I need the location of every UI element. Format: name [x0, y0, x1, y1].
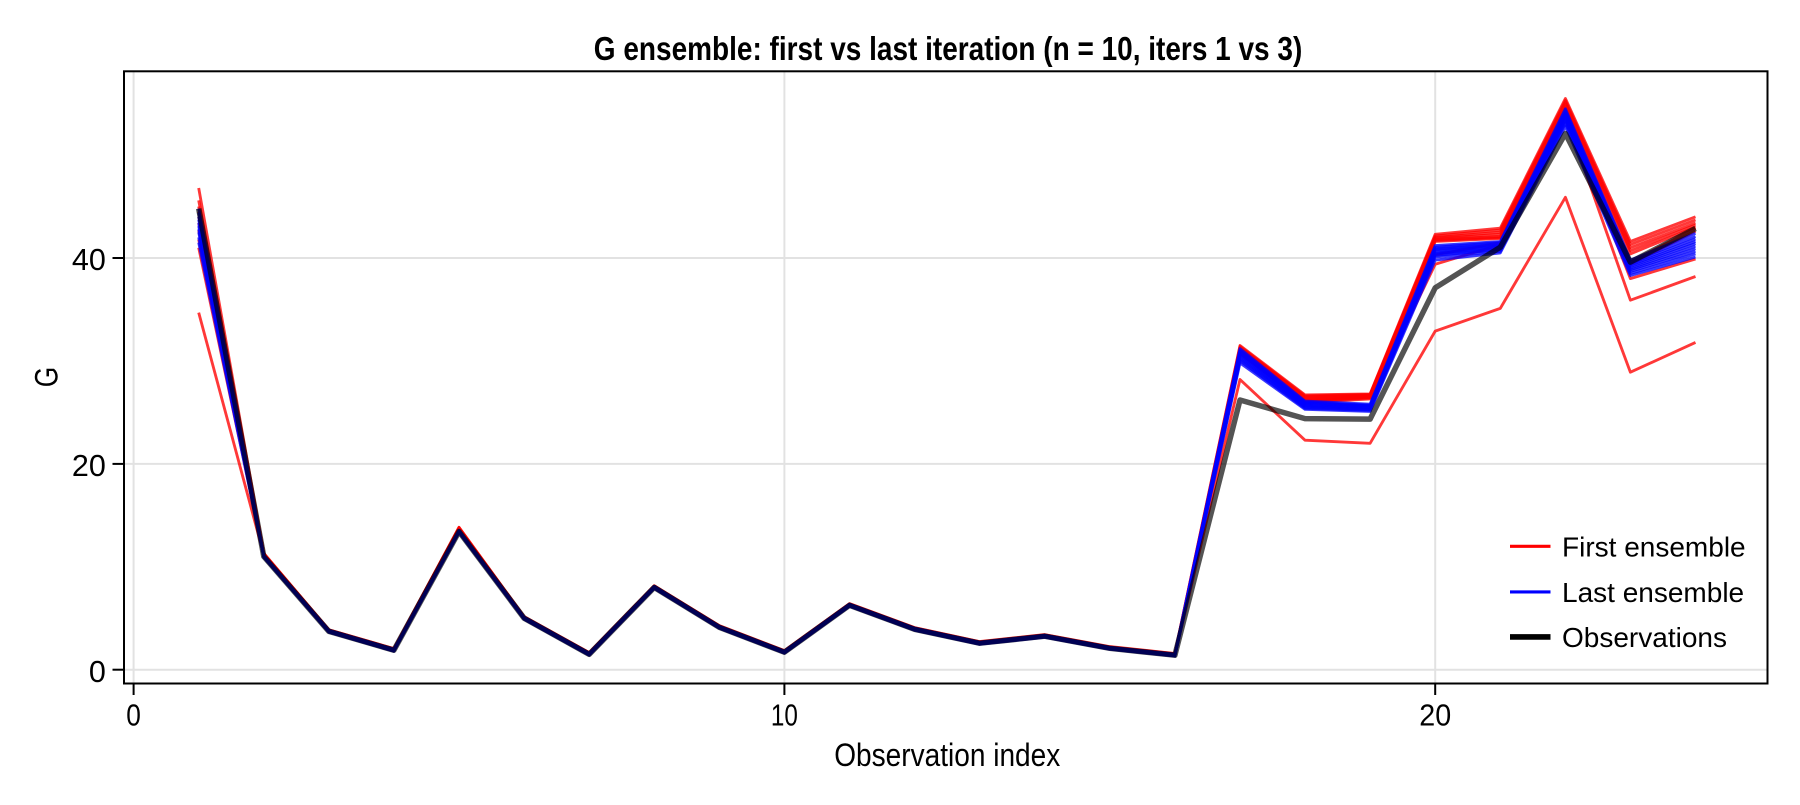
svg-text:40: 40: [72, 243, 106, 277]
svg-text:G: G: [29, 367, 65, 388]
svg-text:20: 20: [1419, 699, 1451, 733]
svg-text:G ensemble: first vs last iter: G ensemble: first vs last iteration (n =…: [594, 30, 1303, 67]
svg-text:Observations: Observations: [1562, 622, 1727, 653]
svg-text:20: 20: [72, 449, 106, 483]
svg-text:Observation index: Observation index: [834, 737, 1060, 773]
svg-text:First ensemble: First ensemble: [1562, 532, 1746, 563]
svg-text:10: 10: [771, 699, 798, 733]
svg-text:0: 0: [89, 655, 106, 689]
svg-text:Last ensemble: Last ensemble: [1562, 577, 1744, 608]
svg-text:0: 0: [126, 699, 141, 733]
